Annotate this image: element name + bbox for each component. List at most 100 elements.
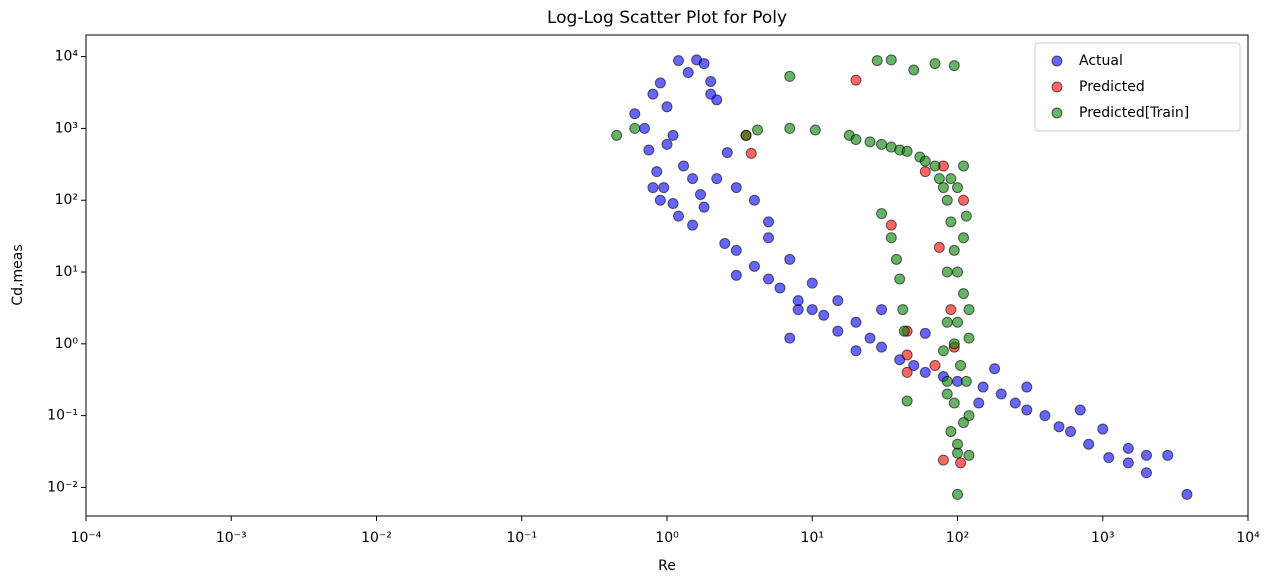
legend-label: Predicted[Train] — [1079, 105, 1189, 121]
point — [948, 397, 960, 409]
point — [955, 457, 967, 469]
x-tick-label: 10³ — [1091, 530, 1114, 546]
point — [876, 138, 888, 150]
point — [890, 253, 902, 265]
point — [919, 155, 931, 167]
legend-marker — [1051, 55, 1063, 67]
point — [687, 219, 699, 231]
point — [763, 216, 775, 228]
point — [784, 253, 796, 265]
point — [948, 244, 960, 256]
point — [740, 129, 752, 141]
point — [806, 304, 818, 316]
point — [908, 359, 920, 371]
point — [698, 201, 710, 213]
point — [647, 88, 659, 100]
point — [929, 160, 941, 172]
y-axis-label: Cd,meas — [10, 244, 26, 305]
point — [711, 173, 723, 185]
point — [1083, 438, 1095, 450]
point — [639, 122, 651, 134]
point — [1140, 467, 1152, 479]
point — [784, 70, 796, 82]
point — [1065, 426, 1077, 438]
point — [806, 277, 818, 289]
plot-frame — [85, 34, 1249, 517]
point — [941, 375, 953, 387]
point — [876, 208, 888, 220]
point — [850, 74, 862, 86]
point — [941, 316, 953, 328]
x-tick-label: 10⁻⁴ — [71, 530, 102, 546]
point — [1039, 410, 1051, 422]
point — [977, 381, 989, 393]
x-tick-label: 10⁻² — [361, 530, 392, 546]
point — [832, 295, 844, 307]
point — [864, 332, 876, 344]
point — [958, 288, 970, 300]
point — [937, 345, 949, 357]
point — [885, 219, 897, 231]
point — [933, 173, 945, 185]
x-tick-label: 10² — [946, 530, 969, 546]
point — [643, 144, 655, 156]
point — [919, 166, 931, 178]
point — [941, 266, 953, 278]
point — [945, 216, 957, 228]
x-tick-label: 10⁰ — [655, 530, 679, 546]
point — [958, 194, 970, 206]
point — [748, 194, 760, 206]
point — [960, 375, 972, 387]
point — [752, 124, 764, 136]
point — [673, 210, 685, 222]
x-tick-label: 10¹ — [801, 530, 824, 546]
x-tick-label: 10⁻³ — [216, 530, 247, 546]
point — [958, 232, 970, 244]
point — [850, 134, 862, 146]
point — [945, 173, 957, 185]
point — [952, 266, 963, 278]
y-tick-label: 10⁰ — [55, 336, 79, 352]
point — [937, 182, 949, 194]
point — [850, 316, 862, 328]
point — [952, 488, 963, 500]
point — [745, 147, 757, 159]
point — [705, 76, 717, 88]
point — [960, 210, 972, 222]
point — [995, 388, 1007, 400]
point — [629, 108, 641, 120]
point — [784, 122, 796, 134]
point — [682, 67, 694, 79]
y-tick-label: 10⁴ — [55, 49, 79, 65]
point — [784, 332, 796, 344]
point — [1122, 442, 1134, 454]
point — [952, 182, 963, 194]
point — [658, 182, 670, 194]
point — [661, 101, 673, 113]
point — [989, 363, 1001, 375]
point — [629, 122, 641, 134]
point — [774, 282, 786, 294]
point — [937, 454, 949, 466]
point — [1181, 488, 1193, 500]
point — [885, 232, 897, 244]
point — [654, 194, 666, 206]
point — [864, 136, 876, 148]
point — [952, 447, 963, 459]
y-tick-label: 10⁻² — [47, 479, 78, 495]
chart-title: Log-Log Scatter Plot for Poly — [547, 8, 787, 28]
point — [963, 449, 975, 461]
y-tick-label: 10⁻¹ — [47, 408, 78, 424]
y-tick-label: 10³ — [55, 120, 78, 136]
point — [952, 316, 963, 328]
point — [667, 129, 679, 141]
point — [818, 309, 830, 321]
point — [654, 77, 666, 89]
point — [763, 273, 775, 285]
point — [809, 124, 821, 136]
point — [876, 304, 888, 316]
y-tick-label: 10¹ — [55, 264, 78, 280]
point — [647, 182, 659, 194]
point — [694, 189, 706, 201]
